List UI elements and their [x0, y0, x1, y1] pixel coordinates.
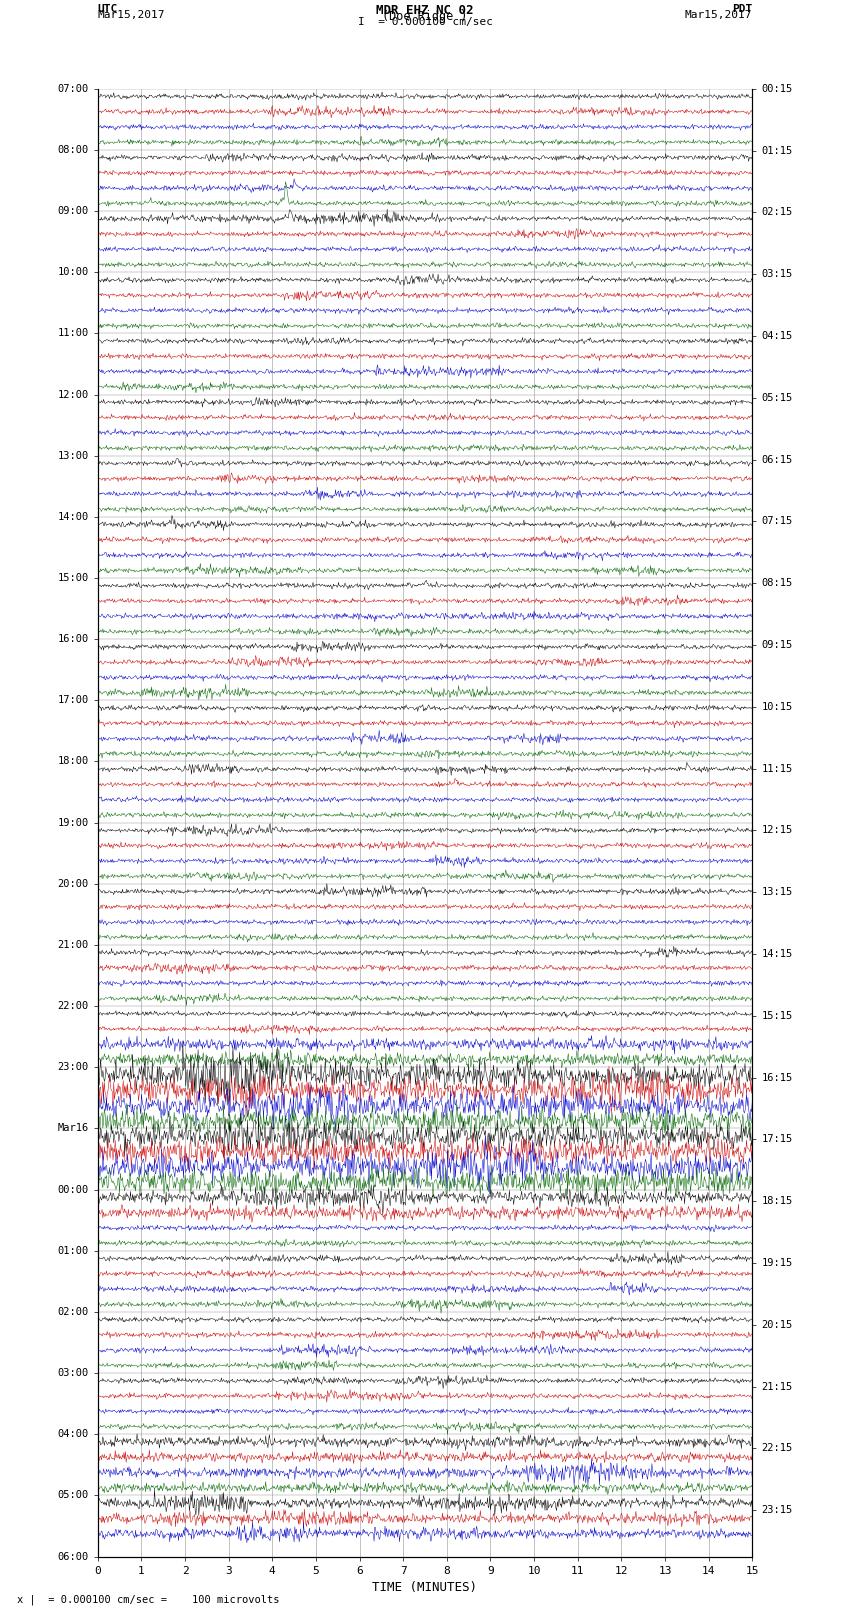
Text: x |  = 0.000100 cm/sec =    100 microvolts: x | = 0.000100 cm/sec = 100 microvolts: [17, 1594, 280, 1605]
Text: Mar15,2017: Mar15,2017: [685, 11, 752, 21]
Text: Mar15,2017: Mar15,2017: [98, 11, 165, 21]
Text: PDT: PDT: [732, 5, 752, 15]
Text: I  = 0.000100 cm/sec: I = 0.000100 cm/sec: [358, 18, 492, 27]
Text: MDR EHZ NC 02: MDR EHZ NC 02: [377, 5, 473, 18]
X-axis label: TIME (MINUTES): TIME (MINUTES): [372, 1581, 478, 1594]
Text: (Doe Ridge ): (Doe Ridge ): [382, 11, 468, 24]
Text: UTC: UTC: [98, 5, 118, 15]
